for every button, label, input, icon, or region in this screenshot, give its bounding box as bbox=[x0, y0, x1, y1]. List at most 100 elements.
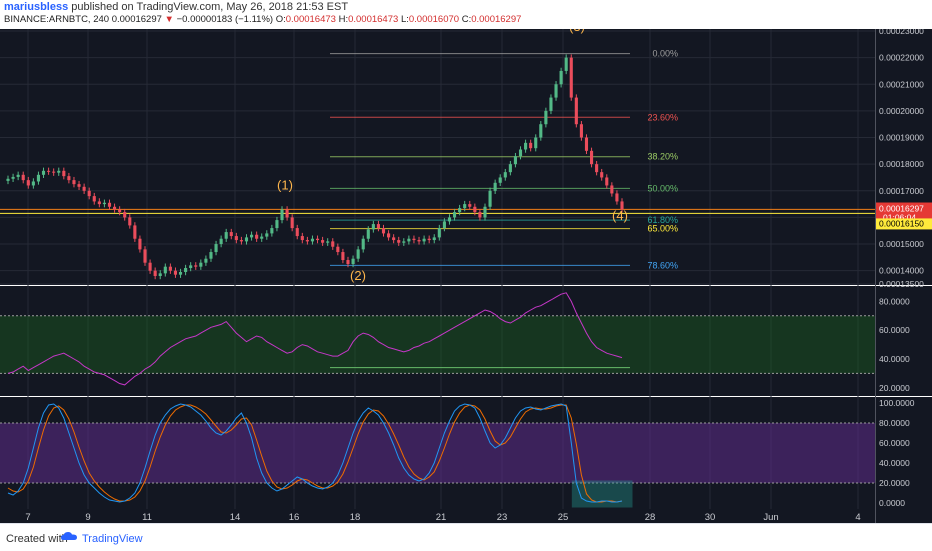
candle-body bbox=[452, 212, 457, 218]
stoch-tick-label: 0.0000 bbox=[879, 498, 905, 508]
candle-body bbox=[290, 217, 294, 229]
candle-body bbox=[219, 238, 223, 245]
wave-label: (4) bbox=[612, 208, 628, 223]
candle-body bbox=[26, 180, 30, 186]
fib-level-label: 61.80% bbox=[647, 215, 678, 225]
chart-publish-info: mariusbless published on TradingView.com… bbox=[4, 1, 348, 13]
candle-body bbox=[305, 240, 309, 242]
candle-body bbox=[513, 156, 517, 165]
stoch-tick-label: 80.0000 bbox=[879, 418, 910, 428]
candle-body bbox=[92, 196, 96, 202]
candle-body bbox=[503, 172, 507, 178]
candle-body bbox=[87, 190, 91, 197]
x-tick-label: 9 bbox=[85, 512, 90, 523]
change-down-icon: ▼ bbox=[164, 14, 174, 25]
fib-level-label: 38.20% bbox=[647, 152, 678, 162]
close-value: 0.00016297 bbox=[471, 14, 522, 25]
candle-body bbox=[300, 236, 304, 241]
candle-body bbox=[422, 238, 426, 242]
price-tick-label: 0.00015000 bbox=[879, 239, 924, 249]
rsi-tick-label: 60.0000 bbox=[879, 325, 910, 335]
candle-body bbox=[280, 209, 284, 221]
candle-body bbox=[295, 228, 299, 237]
candle-body bbox=[239, 240, 243, 242]
fib-level-label: 78.60% bbox=[647, 260, 678, 270]
candle-body bbox=[158, 273, 162, 277]
high-value: 0.00016473 bbox=[348, 14, 399, 25]
rsi-tick-label: 40.0000 bbox=[879, 354, 910, 364]
candle-body bbox=[392, 237, 396, 241]
candle-body bbox=[229, 232, 233, 237]
candle-body bbox=[204, 258, 208, 263]
candle-body bbox=[615, 193, 619, 202]
candle-body bbox=[82, 186, 86, 191]
candle-body bbox=[214, 244, 218, 253]
candle-body bbox=[493, 182, 497, 191]
candle-body bbox=[67, 176, 71, 181]
candle-body bbox=[554, 84, 558, 98]
tradingview-logo-icon bbox=[61, 532, 77, 540]
candle-body bbox=[508, 164, 512, 173]
candle-body bbox=[498, 177, 502, 183]
candle-body bbox=[595, 164, 599, 173]
candle-body bbox=[468, 204, 472, 207]
candle-body bbox=[584, 137, 589, 151]
candle-body bbox=[148, 262, 152, 271]
candle-body bbox=[168, 266, 172, 271]
candle-body bbox=[57, 170, 61, 173]
last-price: 0.00016297 bbox=[111, 14, 162, 25]
candle-body bbox=[250, 234, 254, 238]
candle-body bbox=[579, 124, 583, 138]
candle-body bbox=[442, 221, 446, 229]
wave-label: (2) bbox=[350, 268, 366, 283]
x-tick-label: 25 bbox=[558, 512, 569, 523]
candle-body bbox=[194, 265, 198, 267]
candle-body bbox=[387, 233, 391, 238]
candle-body bbox=[123, 212, 127, 218]
close-label: C: bbox=[461, 14, 472, 25]
x-tick-label: Jun bbox=[763, 512, 778, 523]
candle-body bbox=[128, 217, 132, 226]
candle-body bbox=[315, 238, 320, 241]
candle-body bbox=[488, 190, 492, 207]
stoch-tick-label: 60.0000 bbox=[879, 438, 910, 448]
x-tick-label: 18 bbox=[350, 512, 361, 523]
price-tick-label: 0.00017000 bbox=[879, 186, 924, 196]
author-link[interactable]: mariusbless bbox=[4, 1, 69, 13]
price-tick-label: 0.00020000 bbox=[879, 106, 924, 116]
tradingview-brand[interactable]: TradingView bbox=[82, 533, 143, 545]
candle-body bbox=[381, 228, 386, 234]
candle-body bbox=[376, 224, 380, 229]
candle-body bbox=[366, 229, 370, 239]
candle-body bbox=[549, 97, 553, 111]
candle-body bbox=[285, 209, 289, 218]
candle-body bbox=[41, 170, 46, 175]
candle-body bbox=[31, 181, 35, 186]
candle-body bbox=[270, 228, 274, 234]
level-price-tag bbox=[876, 218, 932, 230]
low-value: 0.00016070 bbox=[408, 14, 460, 25]
candle-body bbox=[97, 201, 101, 205]
candle-body bbox=[569, 57, 573, 98]
candle-body bbox=[478, 212, 482, 218]
trading-chart[interactable]: 7 9 11 14 16 18 21 23 25 28 30 Jun 4 0.00023000 0.0002… bbox=[0, 29, 932, 523]
symbol-label[interactable]: BINANCE:ARNBTC, 240 bbox=[4, 14, 110, 25]
publish-text: published on TradingView.com, May 26, 20… bbox=[71, 1, 349, 13]
candle-body bbox=[539, 124, 543, 138]
candle-body bbox=[427, 238, 431, 241]
rsi-line bbox=[7, 292, 623, 386]
candle-body bbox=[153, 270, 157, 277]
candle-body bbox=[47, 170, 51, 172]
candle-body bbox=[163, 266, 167, 274]
candle-body bbox=[143, 249, 147, 263]
fib-level-label: 50.00% bbox=[647, 183, 678, 193]
candle-body bbox=[600, 172, 604, 178]
price-tick-label: 0.00021000 bbox=[879, 79, 924, 89]
candle-body bbox=[321, 240, 325, 243]
candle-body bbox=[346, 260, 350, 265]
candle-body bbox=[356, 249, 360, 259]
fib-level-label: 23.60% bbox=[647, 112, 678, 122]
candle-body bbox=[255, 234, 259, 239]
candle-body bbox=[564, 57, 568, 71]
stoch-d-line bbox=[7, 404, 623, 503]
